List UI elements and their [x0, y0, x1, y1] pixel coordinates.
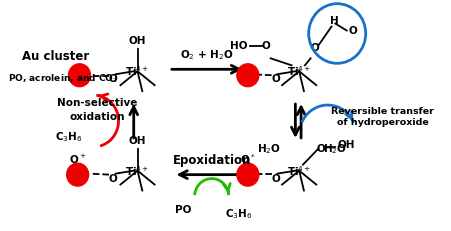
Text: O: O [261, 41, 270, 52]
Text: Reversible transfer: Reversible transfer [331, 106, 433, 116]
Text: O: O [316, 144, 325, 154]
Circle shape [236, 64, 258, 87]
Text: of hydroperoxide: of hydroperoxide [336, 119, 428, 128]
Text: H$_2$O: H$_2$O [322, 142, 346, 156]
Text: OH: OH [336, 140, 354, 150]
Text: OH: OH [129, 36, 146, 46]
Text: PO: PO [175, 205, 191, 216]
Text: Au cluster: Au cluster [22, 50, 89, 63]
Text: Ti$^{4+}$: Ti$^{4+}$ [125, 164, 149, 178]
Text: H: H [329, 15, 338, 26]
Text: Ti$^{4+}$: Ti$^{4+}$ [286, 164, 311, 178]
Text: PO, acrolein, and CO$_2$: PO, acrolein, and CO$_2$ [9, 73, 118, 85]
Circle shape [236, 163, 258, 186]
Circle shape [69, 64, 90, 87]
Text: O$_2$ + H$_2$O: O$_2$ + H$_2$O [179, 49, 233, 62]
Text: C$_3$H$_6$: C$_3$H$_6$ [224, 207, 252, 221]
Text: O: O [108, 74, 117, 84]
Text: O: O [271, 74, 279, 84]
Text: O: O [347, 25, 356, 36]
Text: O$^+$: O$^+$ [69, 153, 86, 166]
Text: O: O [108, 174, 117, 184]
Text: Ti$^{4+}$: Ti$^{4+}$ [125, 64, 149, 78]
Text: O: O [271, 174, 279, 184]
Text: Ti$^{4+}$: Ti$^{4+}$ [286, 64, 311, 78]
Text: HO: HO [229, 41, 247, 52]
Text: OH: OH [129, 136, 146, 146]
Circle shape [67, 163, 88, 186]
Text: O: O [309, 43, 318, 53]
Text: O$^*$: O$^*$ [239, 152, 255, 166]
Text: H$_2$O: H$_2$O [256, 142, 280, 156]
Text: Epoxidation: Epoxidation [172, 154, 250, 167]
Text: C$_3$H$_6$: C$_3$H$_6$ [55, 130, 83, 144]
Text: oxidation: oxidation [70, 112, 125, 122]
Text: Non-selective: Non-selective [57, 98, 138, 108]
